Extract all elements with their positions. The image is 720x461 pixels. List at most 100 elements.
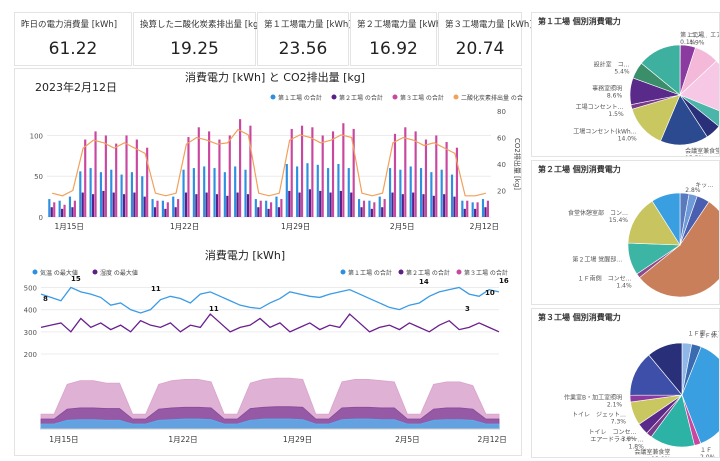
pie-slice-label: トイレ ジェット… <box>572 412 626 419</box>
bar <box>193 168 195 217</box>
bar <box>391 193 393 217</box>
kpi-value: 23.56 <box>258 39 348 59</box>
bar <box>48 199 50 217</box>
pie-slice-label: キッ… <box>695 182 713 189</box>
pie-chart-factory2[interactable]: 2.8%キッ…１Ｆ（北）コンセント(kWh/時間)54.8%１Ｆ南側 コンセ…1… <box>532 161 720 305</box>
x-tick-label: 2月12日 <box>477 435 506 444</box>
bar <box>371 209 373 217</box>
bar <box>260 201 262 217</box>
bar <box>133 193 135 217</box>
y2-axis-label: CO2排出量 [kg] <box>513 138 522 190</box>
x-tick-label: 1月29日 <box>281 222 310 231</box>
bar <box>239 119 241 217</box>
legend-label: 第２工場 の合計 <box>406 269 450 277</box>
bar <box>288 191 290 217</box>
bar <box>115 144 117 217</box>
kpi-factory2: 第２工場電力量 [kWh] 16.92 <box>350 12 437 66</box>
kpi-value: 61.22 <box>15 39 131 59</box>
bar <box>172 197 174 217</box>
bar <box>185 193 187 217</box>
bar <box>164 209 166 217</box>
x-tick-label: 1月22日 <box>168 435 197 444</box>
bar <box>329 193 331 217</box>
bar <box>466 201 468 217</box>
pie-chart-factory1[interactable]: 第１工場 エア0.1%コン…4.9%ブース…4.7%会議室兼食堂 コンセ…15.… <box>532 13 720 157</box>
bar <box>363 201 365 217</box>
x-tick-label: 1月15日 <box>55 222 84 231</box>
bar <box>474 209 476 217</box>
pie-slice-pct: 14.0% <box>618 136 637 143</box>
x-tick-label: 2月12日 <box>470 222 499 231</box>
y-tick-label: 200 <box>24 351 37 359</box>
pie-title: 第２工場 個別消費電力 <box>538 164 621 175</box>
bar <box>446 142 448 217</box>
bar <box>257 207 259 217</box>
bar <box>317 165 319 217</box>
bar <box>332 131 334 217</box>
bar <box>340 191 342 217</box>
bar <box>59 201 61 217</box>
bar <box>291 129 293 217</box>
bar <box>105 135 107 217</box>
pie-slice-label: 工場コンセント… <box>576 103 624 111</box>
bar <box>218 140 220 217</box>
annotation-label: 11 <box>209 305 219 313</box>
bar <box>82 193 84 217</box>
legend-label: 第１工場 の合計 <box>348 269 392 277</box>
bar <box>301 126 303 217</box>
y2-tick-label: 80 <box>497 108 506 116</box>
bar <box>464 209 466 217</box>
bar <box>368 201 370 217</box>
bar <box>156 201 158 217</box>
bar <box>234 166 236 217</box>
bar <box>53 202 55 217</box>
y-tick-label: 500 <box>24 284 37 292</box>
bar <box>226 196 228 217</box>
bar <box>154 207 156 217</box>
pie-slice-label: １Ｆ コン… <box>700 447 720 454</box>
bar <box>379 197 381 217</box>
bar <box>224 172 226 217</box>
bar <box>162 201 164 217</box>
bar <box>389 168 391 217</box>
bar <box>102 191 104 217</box>
pie-chart-factory3[interactable]: １Ｆ廊 エアコン…２Ｆ休…１Ｆ コン…2.0%会議室兼食堂13.9%エアードライ… <box>532 309 720 458</box>
kpi-label: 第１工場電力量 [kWh] <box>264 18 352 30</box>
bar-chart-title: 消費電力 [kWh] と CO2排出量 [kg] <box>185 70 365 84</box>
bar <box>208 131 210 217</box>
bar <box>319 191 321 217</box>
bar <box>79 171 81 217</box>
pie-slice-pct: 4.9% <box>689 40 705 47</box>
pie-slice-pct: 15.5% <box>685 155 704 157</box>
kpi-label: 昨日の電力消費量 [kWh] <box>21 18 117 30</box>
bar <box>84 140 86 217</box>
bar <box>453 197 455 217</box>
bar <box>110 170 112 217</box>
bar <box>113 193 115 217</box>
pie-title: 第１工場 個別消費電力 <box>538 16 621 27</box>
bar <box>74 201 76 217</box>
legend-swatch <box>393 95 398 100</box>
bar <box>187 137 189 217</box>
pie-slice-pct: 5.4% <box>614 68 630 75</box>
pie-panel-factory2: 第２工場 個別消費電力 2.8%キッ…１Ｆ（北）コンセント(kWh/時間)54.… <box>531 160 720 305</box>
bar <box>342 123 344 217</box>
bar <box>131 172 133 217</box>
pie-slice-pct: 8.6% <box>607 93 623 100</box>
y-tick-label: 0 <box>39 214 43 222</box>
pie-slice-label: 事務室照明 <box>592 85 622 93</box>
y-tick-label: 50 <box>34 173 43 181</box>
bar <box>441 170 443 217</box>
bar <box>482 199 484 217</box>
bar <box>244 170 246 217</box>
y-tick-label: 300 <box>24 329 37 337</box>
bar <box>350 193 352 217</box>
bar <box>296 166 298 217</box>
bar <box>100 172 102 217</box>
bar <box>461 201 463 217</box>
bar <box>487 201 489 217</box>
kpi-label: 第２工場電力量 [kWh] <box>357 18 445 30</box>
bar <box>198 127 200 217</box>
bar <box>167 202 169 217</box>
